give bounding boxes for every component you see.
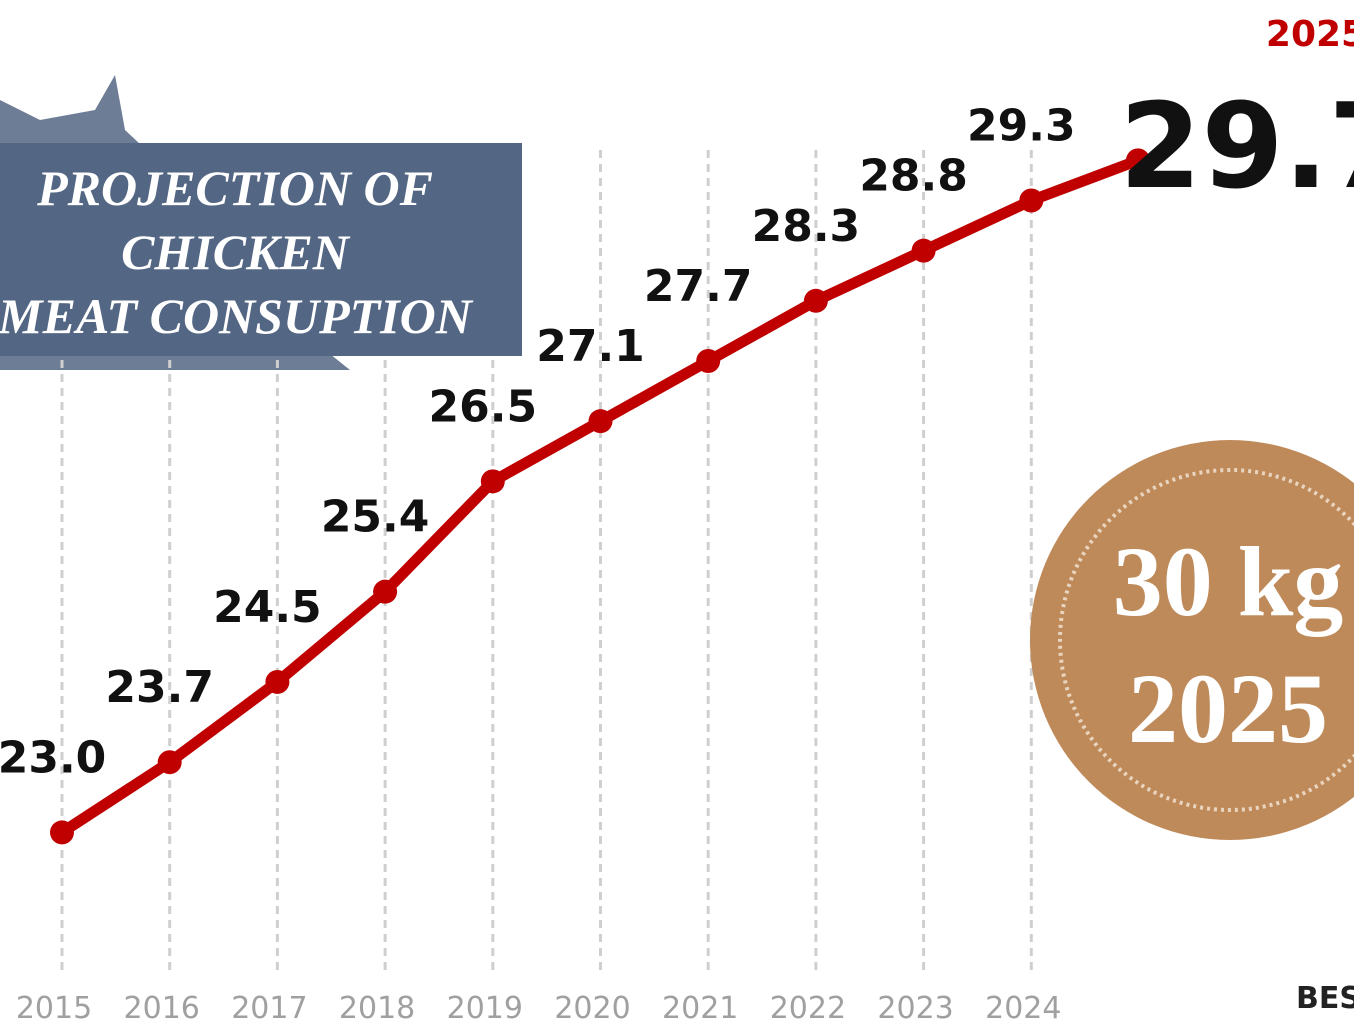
grid	[60, 150, 1033, 970]
badge-text: 30 kg	[1113, 526, 1344, 637]
data-label: 28.8	[859, 151, 968, 202]
x-tick-label: 2019	[447, 991, 523, 1023]
data-label: 28.3	[752, 201, 861, 252]
logo: BESD	[1296, 981, 1354, 1016]
point	[157, 750, 182, 775]
x-tick-label: 2015	[16, 991, 92, 1023]
badge-ring	[1058, 468, 1354, 812]
point	[803, 288, 828, 313]
x-tick-label: 2025	[1266, 14, 1354, 55]
point	[373, 579, 398, 604]
point	[265, 669, 290, 694]
x-tick-label: 2018	[339, 991, 415, 1023]
x-tick-label: 2023	[877, 991, 953, 1023]
x-tick-label: 2017	[231, 991, 307, 1023]
chart-title: PROJECTION OF CHICKEN MEAT CONSUPTION	[0, 160, 474, 344]
point	[911, 238, 936, 263]
data-label: 23.0	[0, 732, 106, 783]
line-layer	[50, 148, 1150, 845]
data-label: 26.5	[429, 381, 538, 432]
point	[588, 409, 613, 434]
badge-circle	[1030, 440, 1354, 840]
title-box	[0, 143, 522, 356]
point	[696, 348, 721, 373]
badge-text: 2025	[1128, 653, 1328, 764]
point	[1126, 148, 1150, 173]
x-tick-label: 2021	[662, 991, 738, 1023]
x-tick-label: 2024	[985, 991, 1061, 1023]
point	[1019, 188, 1044, 213]
data-label: 29.7	[1119, 77, 1354, 215]
data-label: 27.7	[644, 261, 753, 312]
data-label: 25.4	[321, 492, 430, 543]
point	[50, 820, 74, 845]
x-tick-label: 2022	[770, 991, 846, 1023]
data-label: 23.7	[105, 662, 214, 713]
data-label: 29.3	[967, 101, 1076, 152]
x-tick-label: 2016	[124, 991, 200, 1023]
x-tick-label: 2020	[554, 991, 630, 1023]
data-label: 24.5	[213, 582, 322, 633]
data-label: 27.1	[536, 321, 645, 372]
point	[480, 469, 505, 494]
